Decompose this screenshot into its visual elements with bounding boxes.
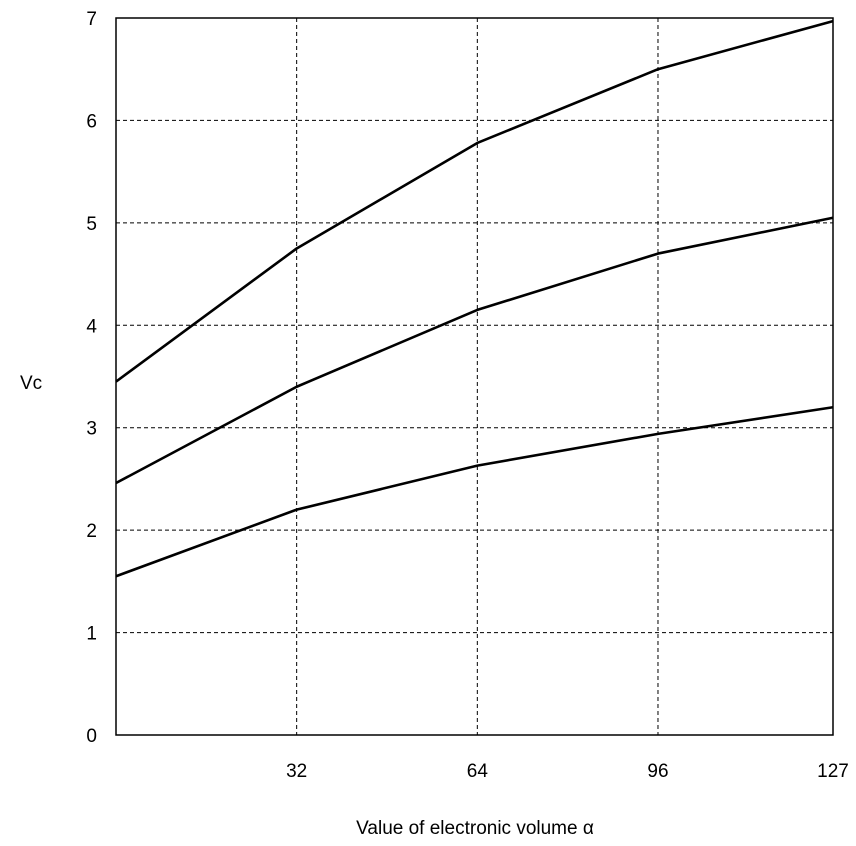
- y-axis-title: Vc: [20, 373, 42, 394]
- y-tick-label: 0: [86, 726, 97, 747]
- x-tick-label: 32: [286, 761, 307, 782]
- x-tick-label: 96: [647, 761, 668, 782]
- y-tick-labels: 0 1 2 3 4 5 6 7: [86, 9, 97, 747]
- series-line-1: [115, 19, 834, 383]
- x-tick-label: 64: [467, 761, 489, 782]
- x-tick-label: 127: [817, 761, 849, 782]
- series-line-3: [115, 405, 834, 578]
- series-line-2: [115, 216, 834, 485]
- series-group: [115, 19, 834, 578]
- x-axis-title: Value of electronic volume α: [356, 818, 594, 839]
- plot-frame: [115, 17, 834, 736]
- x-tick-labels: 32 64 96 127: [286, 761, 849, 782]
- y-tick-label: 1: [86, 624, 97, 645]
- grid: [116, 18, 833, 735]
- y-tick-label: 7: [86, 9, 97, 30]
- y-tick-label: 3: [86, 419, 97, 440]
- y-tick-label: 2: [86, 521, 97, 542]
- y-tick-label: 5: [86, 214, 97, 235]
- y-tick-label: 6: [86, 111, 97, 132]
- y-tick-label: 4: [86, 316, 97, 337]
